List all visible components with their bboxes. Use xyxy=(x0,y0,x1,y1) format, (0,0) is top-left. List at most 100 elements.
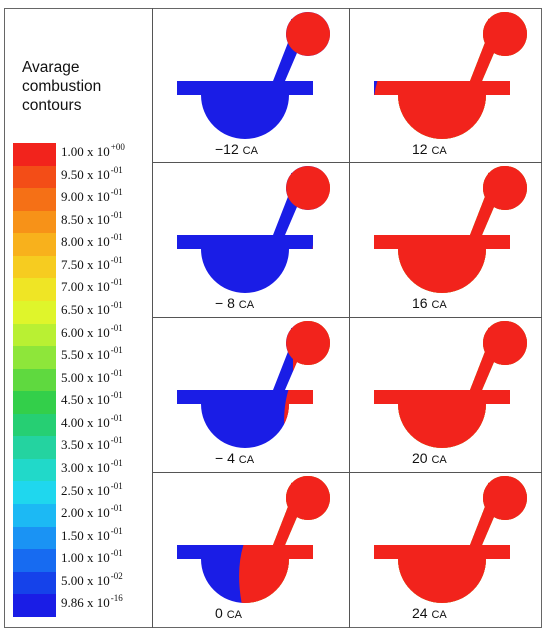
legend-label-exponent: -01 xyxy=(110,345,123,356)
legend-label-mantissa: 8.00 x 10 xyxy=(61,234,110,250)
grid-divider xyxy=(152,8,153,628)
legend-swatch xyxy=(13,233,56,256)
legend-label: 3.50 x 10-01 xyxy=(61,435,123,453)
chamber-contour xyxy=(374,166,527,293)
legend-title: Avarage combustion contours xyxy=(22,58,101,115)
legend-label-exponent: -01 xyxy=(110,480,123,491)
legend-label: 5.00 x 10-01 xyxy=(61,368,123,386)
legend-label-mantissa: 6.50 x 10 xyxy=(61,302,110,317)
chamber-contour xyxy=(177,12,330,139)
legend-label-exponent: +00 xyxy=(110,142,125,152)
legend-label-exponent: -01 xyxy=(110,390,123,401)
legend-label-mantissa: 9.50 x 10 xyxy=(61,166,110,182)
legend-label-mantissa: 5.00 x 10 xyxy=(61,572,110,588)
legend-label-exponent: -01 xyxy=(110,503,123,514)
legend-label-mantissa: 1.00 x 10 xyxy=(61,550,110,566)
legend-swatch xyxy=(13,188,56,211)
legend-swatch xyxy=(13,323,56,347)
legend-title-line: contours xyxy=(22,97,82,114)
legend-label: 4.00 x 10-01 xyxy=(61,412,123,431)
legend-label: 9.00 x 10-01 xyxy=(61,187,123,205)
legend-label-exponent: -01 xyxy=(110,322,123,333)
legend-label-mantissa: 6.00 x 10 xyxy=(61,324,110,340)
contour-panel: 20 CA xyxy=(350,318,546,472)
crank-angle-unit: CA xyxy=(242,145,258,157)
grid-divider xyxy=(349,8,350,628)
crank-angle-value: 16 xyxy=(412,295,432,311)
legend-label: 6.50 x 10-01 xyxy=(61,300,123,318)
legend-label: 2.00 x 10-01 xyxy=(61,503,123,521)
crank-angle-value: 12 xyxy=(412,141,432,157)
crank-angle-label: 12 CA xyxy=(412,141,447,157)
crank-angle-unit: CA xyxy=(431,145,447,157)
legend-label-mantissa: 5.00 x 10 xyxy=(61,369,110,385)
legend-label-exponent: -01 xyxy=(110,187,123,198)
legend-label-mantissa: 2.00 x 10 xyxy=(61,505,110,521)
legend-swatch xyxy=(13,413,56,437)
crank-angle-label: 20 CA xyxy=(412,450,447,466)
legend-label-mantissa: 1.50 x 10 xyxy=(61,527,110,543)
chamber-contour xyxy=(177,166,330,293)
chamber-contour xyxy=(374,476,527,603)
legend-swatch xyxy=(13,368,56,392)
legend-label-exponent: -16 xyxy=(110,593,123,604)
crank-angle-unit: CA xyxy=(431,454,447,466)
contour-panel: 24 CA xyxy=(350,473,546,627)
legend-label-exponent: -01 xyxy=(110,458,123,468)
legend-label: 3.00 x 10-01 xyxy=(61,458,123,476)
legend-swatch xyxy=(13,526,56,550)
legend-label: 2.50 x 10-01 xyxy=(61,480,123,499)
contour-panel: 16 CA xyxy=(350,163,546,317)
legend-swatch xyxy=(13,481,56,504)
crank-angle-value: 20 xyxy=(412,450,432,466)
legend-label: 1.00 x 10+00 xyxy=(61,142,125,160)
legend-label: 1.00 x 10-01 xyxy=(61,548,123,566)
crank-angle-unit: CA xyxy=(226,609,242,621)
legend-label: 7.50 x 10-01 xyxy=(61,255,123,273)
legend-label-mantissa: 5.50 x 10 xyxy=(61,347,110,363)
crank-angle-label: 16 CA xyxy=(412,295,447,311)
legend-label: 9.50 x 10-01 xyxy=(61,164,123,183)
crank-angle-label: 0 CA xyxy=(215,605,242,621)
legend-label-mantissa: 2.50 x 10 xyxy=(61,482,110,498)
legend-label: 5.50 x 10-01 xyxy=(61,345,123,363)
contour-panel: 0 CA xyxy=(153,473,349,627)
crank-angle-unit: CA xyxy=(238,299,255,311)
chamber-contour xyxy=(374,12,527,139)
legend-label-mantissa: 8.50 x 10 xyxy=(61,211,110,227)
legend-swatch xyxy=(13,278,56,301)
legend-label-exponent: -02 xyxy=(110,570,123,581)
legend-label-mantissa: 3.50 x 10 xyxy=(61,437,110,453)
legend-swatch xyxy=(13,436,56,459)
legend-swatch xyxy=(13,391,56,414)
legend-label-exponent: -01 xyxy=(110,548,123,559)
legend-label-mantissa: 4.00 x 10 xyxy=(61,414,110,430)
legend-label: 7.00 x 10-01 xyxy=(61,277,123,295)
chamber-contour xyxy=(177,321,330,448)
legend-label-mantissa: 4.50 x 10 xyxy=(61,392,110,408)
crank-angle-value: −12 xyxy=(215,141,243,157)
contour-panel: − 8 CA xyxy=(153,163,349,317)
legend-label-exponent: -01 xyxy=(110,412,123,423)
grid-divider xyxy=(152,162,542,163)
legend-label-exponent: -01 xyxy=(110,525,123,536)
color-legend xyxy=(13,143,56,617)
legend-swatch xyxy=(13,571,56,595)
legend-label-mantissa: 3.00 x 10 xyxy=(61,460,110,475)
legend-label-exponent: -01 xyxy=(110,209,123,220)
legend-label-exponent: -01 xyxy=(110,164,123,175)
legend-label: 1.50 x 10-01 xyxy=(61,525,123,544)
legend-swatch xyxy=(13,255,56,279)
chamber-contour xyxy=(374,321,527,448)
crank-angle-value: − 8 xyxy=(215,295,239,311)
legend-label-mantissa: 1.00 x 10 xyxy=(61,144,110,159)
legend-swatch xyxy=(13,210,56,234)
legend-swatch xyxy=(13,594,56,617)
legend-label-mantissa: 7.50 x 10 xyxy=(61,256,110,272)
crank-angle-value: − 4 xyxy=(215,450,239,466)
legend-label: 8.50 x 10-01 xyxy=(61,209,123,228)
crank-angle-unit: CA xyxy=(431,609,447,621)
crank-angle-unit: CA xyxy=(238,454,255,466)
crank-angle-label: − 4 CA xyxy=(215,450,254,466)
legend-label: 8.00 x 10-01 xyxy=(61,232,123,250)
